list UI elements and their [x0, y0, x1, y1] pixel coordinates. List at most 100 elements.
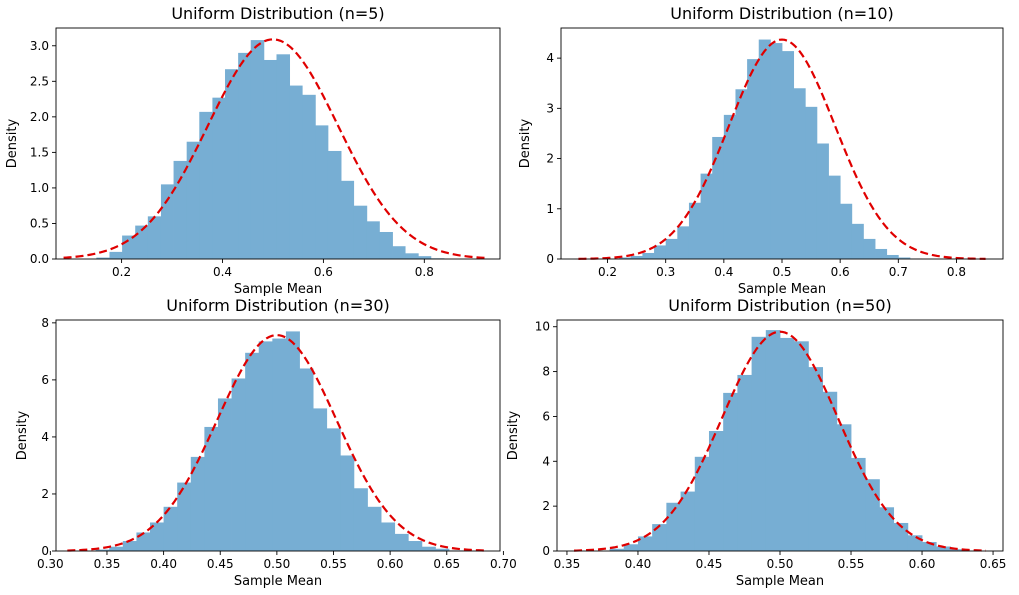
histogram-bar: [96, 257, 110, 259]
y-tick-label: 2.5: [30, 74, 49, 88]
histogram-bar: [735, 89, 748, 260]
x-tick-label: 0.3: [656, 265, 675, 279]
chart-title: Uniform Distribution (n=50): [668, 296, 892, 315]
x-tick-label: 0.40: [625, 557, 652, 571]
histogram-bar: [418, 256, 432, 259]
histogram-bar: [737, 374, 752, 551]
histogram-bar: [665, 238, 678, 259]
histogram-bar: [327, 150, 342, 259]
histogram-bar: [851, 457, 866, 551]
histogram-bar: [367, 506, 382, 551]
normal-curve: [578, 38, 986, 260]
histogram-bars: [95, 331, 464, 551]
y-tick-label: 4: [546, 51, 554, 65]
histogram-bar: [950, 549, 966, 551]
histogram-bar: [893, 522, 909, 551]
histogram-bar: [285, 331, 300, 551]
histogram-bar: [408, 541, 423, 551]
y-tick-label: 8: [542, 365, 550, 379]
subplot-4: 0.35 0.40 0.45 0.50 0.55 0.60 0.65 0 2 4 6 8 10 Unifo…: [506, 296, 1006, 589]
chart-title: Uniform Distribution (n=5): [171, 4, 384, 23]
histogram-bar: [875, 248, 888, 259]
histogram-bar: [723, 392, 738, 551]
y-tick-label: 1.0: [30, 181, 49, 195]
x-tick-label: 0.55: [838, 557, 865, 571]
x-tick-label: 0.8: [415, 265, 434, 279]
histogram-bar: [163, 506, 178, 551]
histogram-bar: [109, 546, 124, 551]
x-tick-label: 0.7: [889, 265, 908, 279]
histogram-bar: [751, 336, 767, 551]
histogram-bar: [122, 541, 137, 551]
histogram-bar: [160, 184, 174, 259]
histogram-bar: [765, 330, 781, 551]
normal-curve: [574, 330, 986, 552]
histogram-bar: [381, 522, 396, 551]
histogram-bar: [150, 522, 164, 551]
y-axis-label: Density: [5, 118, 20, 168]
histogram-bar: [793, 88, 806, 259]
y-tick-label: 0: [542, 544, 550, 558]
histogram-bar: [712, 136, 725, 259]
histogram-bar: [272, 338, 287, 551]
histogram-bar: [680, 491, 696, 551]
histogram-bar: [708, 431, 724, 551]
x-tick-label: 0.40: [150, 557, 177, 571]
x-tick-label: 0.4: [714, 265, 733, 279]
histogram-bar: [421, 546, 436, 551]
histogram-bar: [245, 352, 260, 551]
histogram-bar: [886, 254, 899, 259]
histogram-bar: [879, 507, 895, 551]
chart-title: Uniform Distribution (n=30): [166, 296, 390, 315]
y-tick-label: 2: [41, 487, 49, 501]
histogram-bars: [619, 39, 922, 260]
histogram-bar: [122, 235, 136, 259]
x-tick-label: 0.65: [433, 557, 460, 571]
x-tick-label: 0.45: [207, 557, 234, 571]
x-tick-label: 0.8: [947, 265, 966, 279]
normal-curve: [63, 38, 488, 260]
histogram-bar: [780, 337, 795, 551]
histogram-bar: [642, 252, 655, 259]
chart-title: Uniform Distribution (n=10): [670, 4, 894, 23]
subplot-3: 0.30 0.35 0.40 0.45 0.50 0.55 0.60 0.65 0.70 0 2 4 6…: [15, 296, 517, 589]
histogram-bar: [353, 488, 368, 551]
histogram-bar: [392, 246, 406, 259]
histogram-bar: [315, 125, 329, 259]
histogram-bar: [816, 143, 829, 259]
histogram-bar: [173, 160, 188, 259]
histogram-bar: [836, 424, 852, 551]
histogram-bar: [136, 532, 151, 551]
histogram-bar: [630, 255, 643, 259]
histogram-bar: [225, 69, 239, 259]
histogram-bar: [435, 548, 450, 551]
histogram-bars: [96, 40, 445, 260]
x-tick-label: 0.5: [772, 265, 791, 279]
x-tick-label: 0.35: [554, 557, 581, 571]
histogram-bar: [808, 367, 824, 551]
histogram-bar: [723, 114, 736, 259]
y-axis-label: Density: [15, 410, 30, 460]
histogram-bar: [326, 428, 341, 551]
y-axis-label: Density: [506, 410, 521, 460]
axes-frame: [55, 27, 501, 260]
x-axis-label: Sample Mean: [234, 282, 322, 297]
histogram-bar: [688, 202, 701, 259]
axes-frame: [55, 319, 501, 552]
histogram-bar: [758, 39, 771, 259]
x-tick-label: 0.55: [320, 557, 347, 571]
x-tick-label: 0.35: [94, 557, 121, 571]
histogram-bar: [212, 97, 226, 259]
x-tick-label: 0.50: [767, 557, 794, 571]
histogram-bar: [302, 94, 316, 259]
histogram-bar: [204, 426, 219, 551]
histogram-bar: [405, 253, 419, 259]
y-tick-label: 6: [41, 373, 49, 387]
histogram-bar: [109, 251, 123, 259]
y-tick-label: 0.5: [30, 216, 49, 230]
x-axis-label: Sample Mean: [234, 574, 322, 589]
histogram-bar: [623, 544, 639, 551]
y-tick-label: 1: [546, 202, 554, 216]
x-tick-label: 0.65: [980, 557, 1007, 571]
